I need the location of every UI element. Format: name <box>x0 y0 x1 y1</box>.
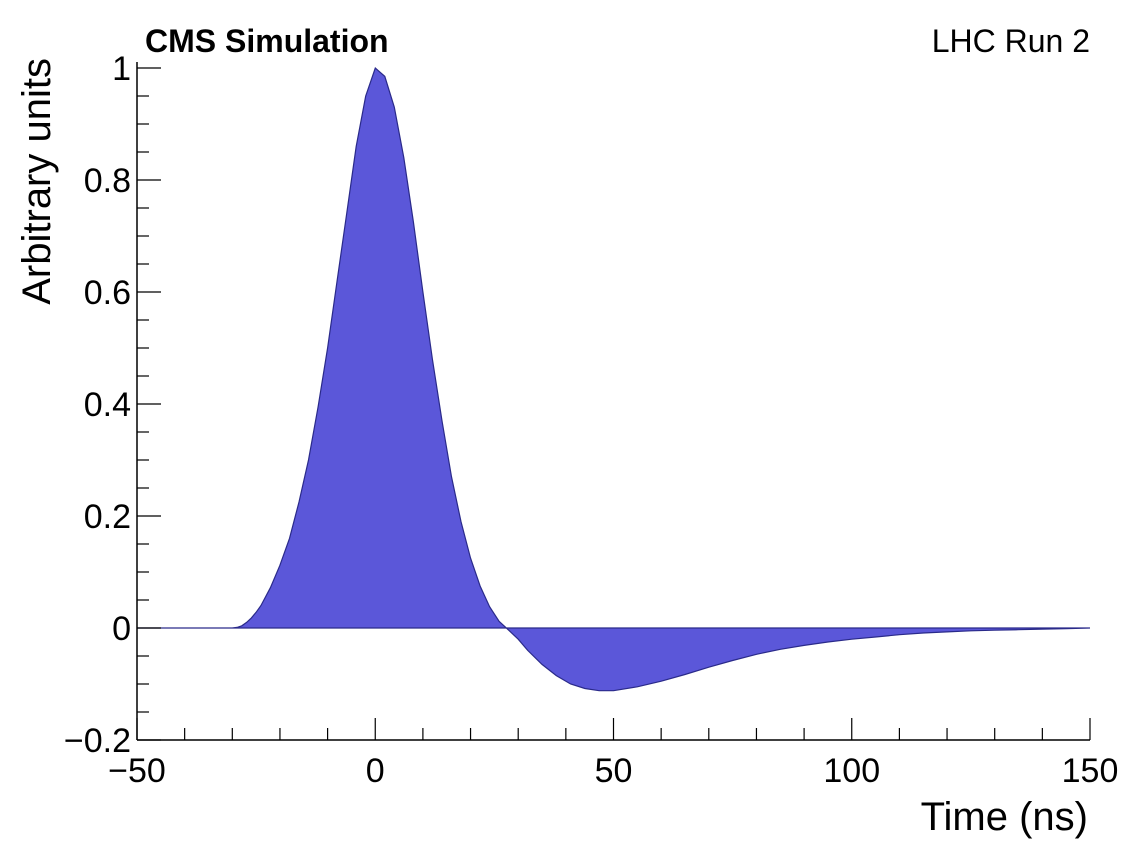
pulse-area-series <box>137 66 1091 692</box>
run-label: LHC Run 2 <box>932 23 1090 59</box>
experiment-label: CMS Simulation <box>145 23 389 59</box>
x-axis-ticks: −50 0 50 100 150 <box>108 718 1118 790</box>
x-tick-label: 150 <box>1062 752 1119 790</box>
y-axis-title: Arbitrary units <box>15 58 59 305</box>
x-axis-title: Time (ns) <box>921 795 1088 839</box>
x-tick-label: 50 <box>595 752 633 790</box>
x-tick-label: −50 <box>108 752 166 790</box>
y-tick-label: 0.8 <box>84 162 131 200</box>
y-tick-label: 0.6 <box>84 274 131 312</box>
y-tick-label: 1 <box>112 50 131 88</box>
y-axis-ticks: −0.2 0 0.2 0.4 0.6 0.8 1 <box>64 50 161 760</box>
y-tick-label: 0 <box>112 610 131 648</box>
pulse-area <box>137 66 1091 692</box>
y-tick-label: 0.2 <box>84 498 131 536</box>
y-tick-label: −0.2 <box>64 722 131 760</box>
x-tick-label: 100 <box>823 752 880 790</box>
x-tick-label: 0 <box>366 752 385 790</box>
y-tick-label: 0.4 <box>84 386 131 424</box>
